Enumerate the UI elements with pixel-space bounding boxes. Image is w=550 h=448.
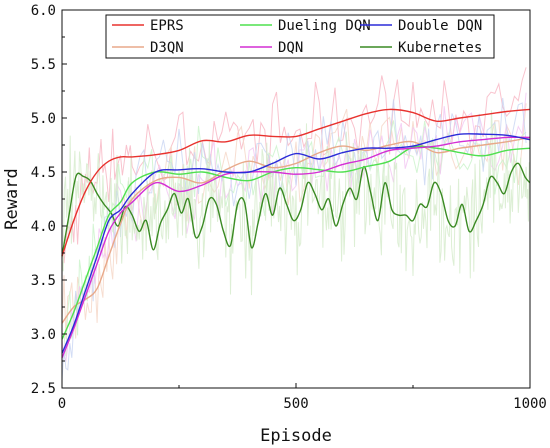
- variance-bands: [61, 67, 530, 381]
- y-tick-label: 4.0: [31, 219, 56, 235]
- legend-label-double-dqn: Double DQN: [398, 18, 482, 34]
- x-tick-label: 1000: [513, 396, 547, 412]
- series-line-double-dqn: [61, 133, 531, 354]
- y-tick-label: 3.5: [31, 273, 56, 289]
- series-line-eprs: [61, 108, 531, 257]
- series-line-d3qn: [61, 136, 531, 324]
- variance-band-kubernetes: [61, 110, 530, 296]
- variance-band-d3qn: [61, 103, 527, 339]
- series-line-kubernetes: [61, 162, 531, 257]
- y-tick-label: 6.0: [31, 3, 56, 19]
- x-axis-ticks: 0 500 1000: [58, 383, 547, 412]
- x-axis-title: Episode: [260, 426, 332, 446]
- legend: EPRS Dueling DQN Double DQN D3QN DQN Kubernet…: [105, 14, 495, 59]
- series-line-dueling-dqn: [61, 145, 531, 340]
- series-lines: [61, 108, 531, 359]
- y-tick-label: 5.5: [31, 57, 56, 73]
- legend-label-dueling-dqn: Dueling DQN: [278, 18, 371, 34]
- x-tick-label: 0: [58, 396, 66, 412]
- x-tick-label: 500: [283, 396, 308, 412]
- legend-label-dqn: DQN: [278, 40, 303, 56]
- y-tick-label: 5.0: [31, 111, 56, 127]
- legend-box: [105, 14, 495, 59]
- y-tick-label: 3.0: [31, 327, 56, 343]
- y-axis-ticks: 2.5 3.0 3.5 4.0 4.5 5.0 5.5 6.0: [31, 3, 67, 397]
- variance-band-double-dqn: [61, 97, 527, 381]
- variance-band-dqn: [61, 92, 527, 363]
- y-tick-label: 2.5: [31, 381, 56, 397]
- y-axis-title: Reward: [2, 168, 22, 229]
- legend-label-kubernetes: Kubernetes: [398, 40, 482, 56]
- legend-label-d3qn: D3QN: [150, 40, 184, 56]
- y-tick-label: 4.5: [31, 165, 56, 181]
- legend-label-eprs: EPRS: [150, 18, 184, 34]
- series-line-dqn: [61, 136, 531, 359]
